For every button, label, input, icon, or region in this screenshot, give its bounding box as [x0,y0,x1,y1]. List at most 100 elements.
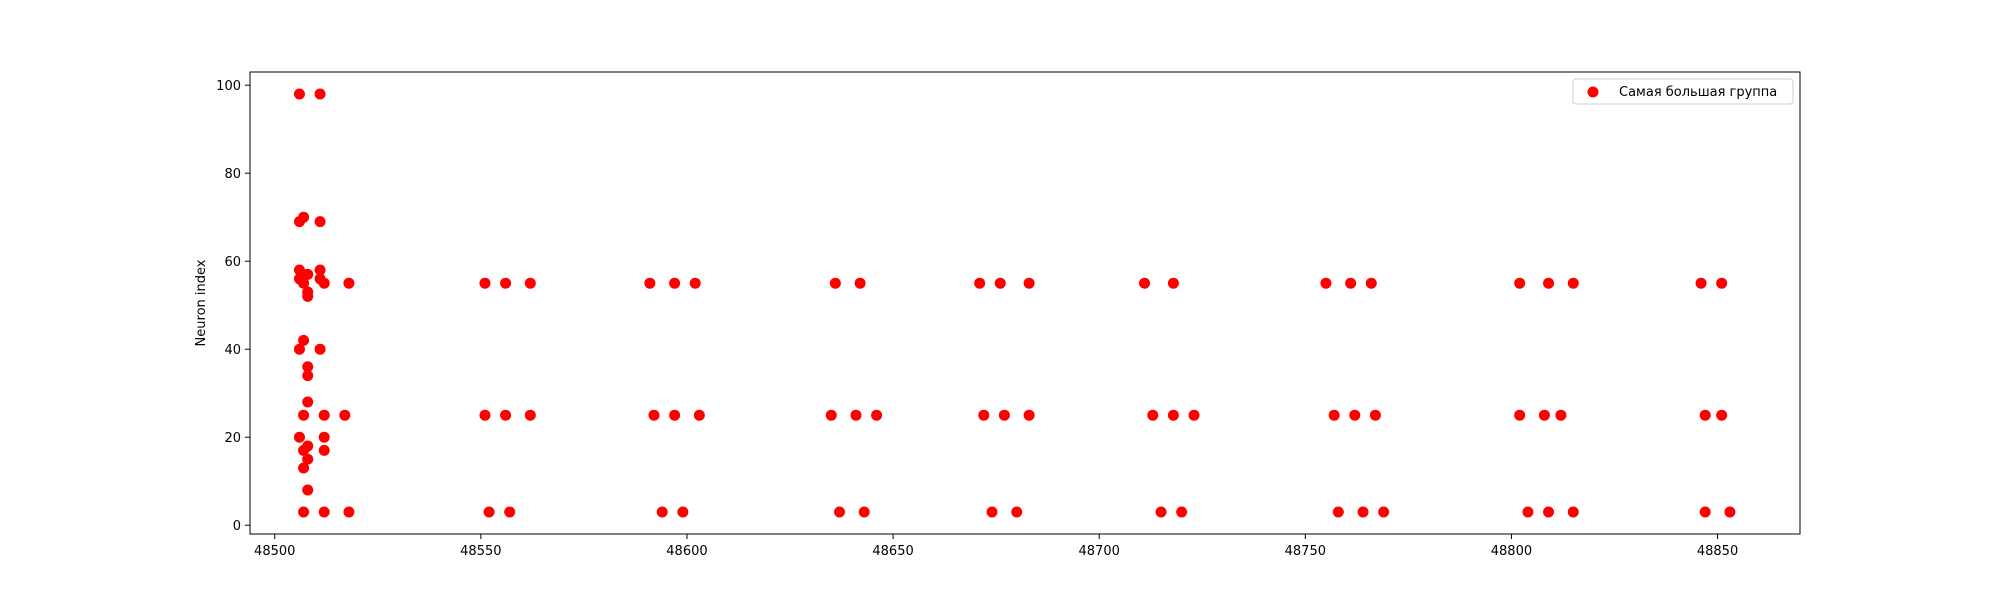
y-tick-label: 20 [224,431,241,446]
x-tick-label: 48650 [872,544,913,559]
data-point [677,506,689,518]
data-point [1011,506,1023,518]
data-point [829,277,841,289]
data-point [1695,277,1707,289]
data-point [293,431,305,443]
data-point [978,409,990,421]
data-point [1345,277,1357,289]
data-point [298,211,310,223]
data-point [479,409,491,421]
data-point [825,409,837,421]
data-point [298,506,310,518]
data-point [669,409,681,421]
x-tick-label: 48850 [1697,544,1738,559]
y-tick-label: 0 [233,519,241,534]
data-point [302,361,314,373]
data-point [1567,277,1579,289]
data-point [994,277,1006,289]
data-point [656,506,668,518]
data-point [343,277,355,289]
data-point [1167,277,1179,289]
x-tick-label: 48700 [1079,544,1120,559]
x-tick-label: 48750 [1285,544,1326,559]
data-point [302,484,314,496]
data-point [1328,409,1340,421]
data-point [669,277,681,289]
data-point [318,277,330,289]
plot-frame [249,71,1801,535]
data-point [1332,506,1344,518]
data-point [1378,506,1390,518]
data-point [850,409,862,421]
data-point [648,409,660,421]
data-point [298,409,310,421]
data-point [314,343,326,355]
data-point [302,268,314,280]
x-tick-label: 48800 [1491,544,1532,559]
data-point [293,343,305,355]
data-point [1365,277,1377,289]
y-tick-label: 60 [224,255,241,270]
data-point [871,409,883,421]
data-point [1023,277,1035,289]
data-point [1716,277,1728,289]
y-tick-label: 40 [224,343,241,358]
data-point [314,216,326,228]
data-point [644,277,656,289]
data-point [1023,409,1035,421]
legend-marker [1587,86,1599,98]
data-point [1357,506,1369,518]
data-point [318,444,330,456]
x-axis: 48500 48550 48600 48650 48700 48750 48800 48850 [254,534,1738,559]
data-point [1514,277,1526,289]
data-point [986,506,998,518]
data-point [1724,506,1736,518]
data-point [1369,409,1381,421]
data-point [1147,409,1159,421]
data-point [858,506,870,518]
y-tick-label: 100 [216,79,241,94]
data-point [293,88,305,100]
data-point [1699,409,1711,421]
data-point [1555,409,1567,421]
data-point [1543,277,1555,289]
data-point [689,277,701,289]
data-point [314,264,326,276]
data-point [1188,409,1200,421]
data-point [318,409,330,421]
data-point [524,277,536,289]
data-point [1543,506,1555,518]
data-point [854,277,866,289]
x-tick-label: 48550 [460,544,501,559]
data-point [833,506,845,518]
data-point [1167,409,1179,421]
data-point [483,506,495,518]
data-point [1139,277,1151,289]
data-point [1320,277,1332,289]
data-points [293,88,1736,518]
data-point [1176,506,1188,518]
data-point [693,409,705,421]
data-point [1716,409,1728,421]
y-axis-label: Neuron index [194,259,209,346]
data-point [318,431,330,443]
legend-label: Самая большая группа [1619,85,1777,100]
data-point [339,409,351,421]
data-point [318,506,330,518]
x-tick-label: 48500 [254,544,295,559]
data-point [1699,506,1711,518]
data-point [302,290,314,302]
data-point [298,334,310,346]
data-point [302,396,314,408]
data-point [302,440,314,452]
data-point [1567,506,1579,518]
legend: Самая большая группа [1572,78,1794,105]
data-point [1349,409,1361,421]
y-tick-label: 80 [224,167,241,182]
data-point [298,277,310,289]
data-point [302,453,314,465]
data-point [314,88,326,100]
data-point [504,506,516,518]
legend-box [1572,78,1794,105]
